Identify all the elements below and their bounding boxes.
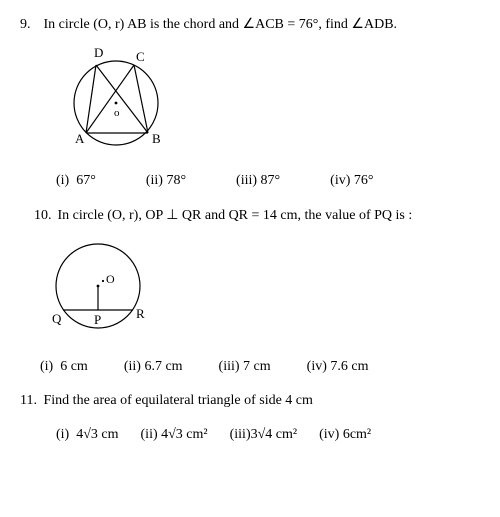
q11-number: 11.	[20, 393, 40, 409]
question-10: 10. In circle (O, r), OP ⊥ QR and QR = 1…	[34, 207, 480, 224]
label-A: A	[75, 131, 85, 146]
q10-figure: O Q P R	[40, 234, 480, 349]
q9-figure: D C o A B	[56, 43, 480, 163]
question-11: 11. Find the area of equilateral triangl…	[20, 393, 480, 409]
q11-options: (i) 4√3 cm (ii) 4√3 cm² (iii)3√4 cm² (iv…	[56, 427, 480, 443]
label-O: o	[114, 107, 120, 119]
q9-opt-ii: (ii) 78°	[146, 173, 186, 189]
q9-number: 9.	[20, 17, 40, 33]
q11-text: Find the area of equilateral triangle of…	[44, 393, 313, 408]
q11-opt-i: (i) 4√3 cm	[56, 427, 119, 443]
label-O2: O	[106, 272, 115, 286]
q10-opt-iii: (iii) 7 cm	[219, 359, 271, 375]
label-Q: Q	[52, 311, 62, 326]
q9-options: (i) 67° (ii) 78° (iii) 87° (iv) 76°	[56, 173, 480, 189]
q11-opt-iv: (iv) 6cm²	[319, 427, 371, 443]
q9-opt-i: (i) 67°	[56, 173, 96, 189]
q9-opt-iv: (iv) 76°	[330, 173, 373, 189]
q9-opt-iii: (iii) 87°	[236, 173, 280, 189]
q10-opt-i: (i) 6 cm	[40, 359, 88, 375]
label-R: R	[136, 306, 145, 321]
q10-text: In circle (O, r), OP ⊥ QR and QR = 14 cm…	[58, 208, 413, 223]
q10-number: 10.	[34, 208, 54, 224]
q10-options: (i) 6 cm (ii) 6.7 cm (iii) 7 cm (iv) 7.6…	[40, 359, 480, 375]
label-B: B	[152, 131, 161, 146]
label-P: P	[94, 312, 101, 327]
q11-opt-ii: (ii) 4√3 cm²	[141, 427, 208, 443]
q11-opt-iii: (iii)3√4 cm²	[230, 427, 297, 443]
question-9: 9. In circle (O, r) AB is the chord and …	[20, 16, 480, 33]
q10-opt-iv: (iv) 7.6 cm	[307, 359, 369, 375]
label-C: C	[136, 49, 145, 64]
q9-text: In circle (O, r) AB is the chord and ∠AC…	[44, 17, 398, 32]
label-D: D	[94, 45, 103, 60]
q10-opt-ii: (ii) 6.7 cm	[124, 359, 183, 375]
